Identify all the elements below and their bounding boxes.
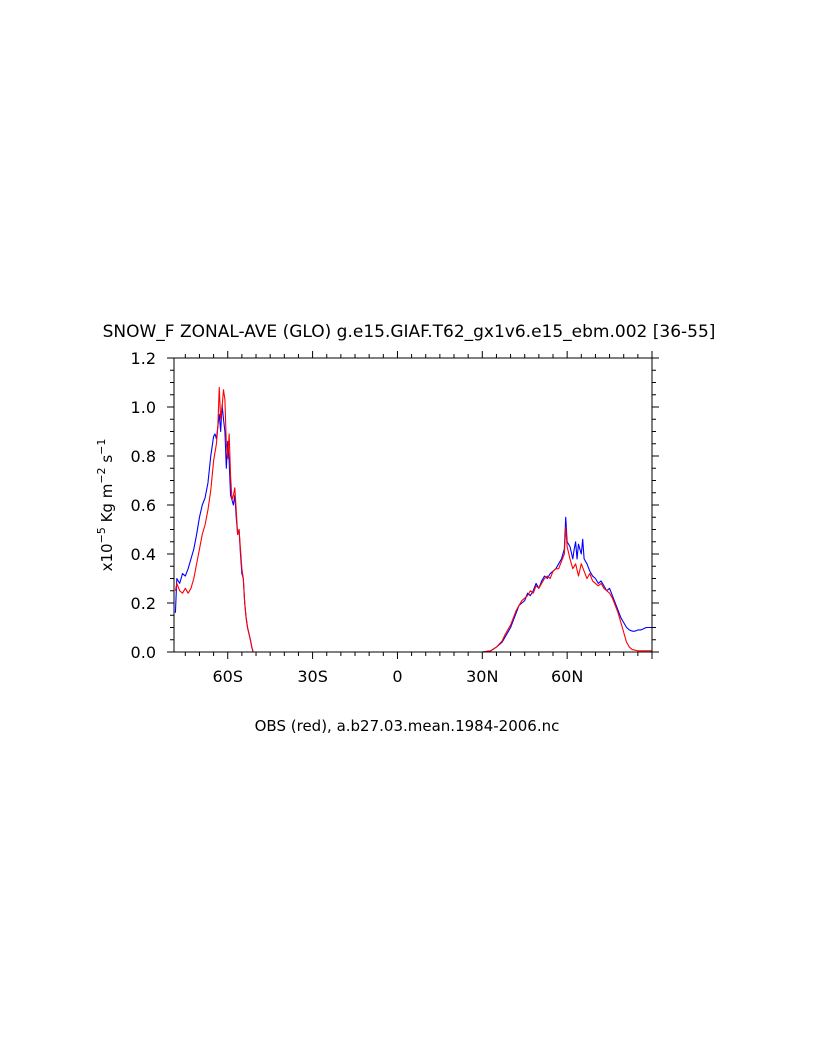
x-tick-label: 60S <box>212 667 243 686</box>
data-lines <box>174 386 652 653</box>
x-tick-labels: 60S 30S 0 30N 60N <box>212 667 583 686</box>
y-tick-label: 0.4 <box>131 545 156 564</box>
y-axis-label: x10−5 Kg m−2 s−1 <box>95 439 116 572</box>
axis-ticks <box>167 351 659 659</box>
x-tick-label: 60N <box>551 667 583 686</box>
plot-frame <box>173 357 653 653</box>
x-tick-label: 30N <box>466 667 498 686</box>
y-tick-label: 0.0 <box>131 643 156 662</box>
x-tick-label: 30S <box>297 667 328 686</box>
y-axis-label-pre: x10 <box>98 543 116 571</box>
series-line-red <box>174 386 652 653</box>
y-tick-label: 1.0 <box>131 398 156 417</box>
y-axis-label-exp1: −5 <box>95 527 108 543</box>
y-tick-labels: 0.0 0.2 0.4 0.6 0.8 1.0 1.2 <box>131 349 156 662</box>
series-line-blue <box>174 403 652 653</box>
y-tick-label: 0.8 <box>131 447 156 466</box>
x-axis-label: OBS (red), a.b27.03.mean.1984-2006.nc <box>255 717 560 735</box>
y-axis-label-mid2: s <box>98 455 116 468</box>
y-axis-label-mid1: Kg m <box>98 484 116 528</box>
y-tick-label: 0.6 <box>131 496 156 515</box>
y-tick-label: 0.2 <box>131 594 156 613</box>
y-axis-label-exp3: −1 <box>95 439 108 455</box>
y-axis-label-exp2: −2 <box>95 467 108 483</box>
chart-title: SNOW_F ZONAL-AVE (GLO) g.e15.GIAF.T62_gx… <box>103 322 716 342</box>
x-tick-label: 0 <box>392 667 402 686</box>
y-tick-label: 1.2 <box>131 349 156 368</box>
